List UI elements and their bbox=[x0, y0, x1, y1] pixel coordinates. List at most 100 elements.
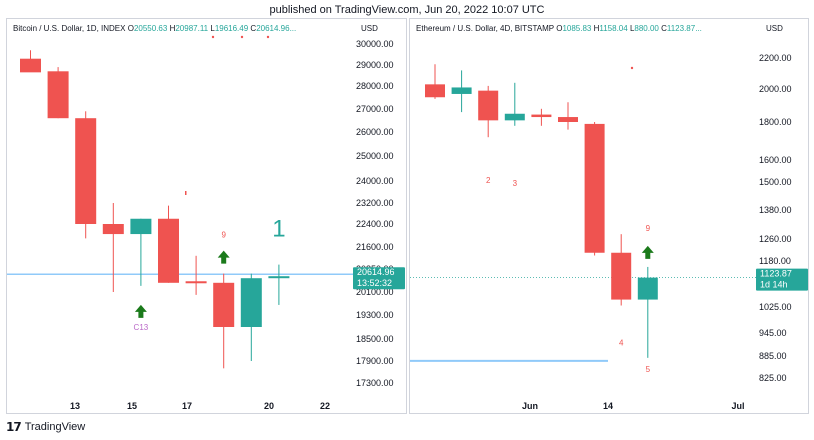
btc-chart-panel[interactable]: Bitcoin / U.S. Dollar, 1D, INDEX O20550.… bbox=[6, 18, 407, 414]
buy-arrow-icon bbox=[134, 304, 147, 318]
btc-candlestick-chart[interactable]: 30000.00 29000.00 28000.00 27000.00 26000.00… bbox=[7, 19, 408, 415]
signal-label: C13 bbox=[134, 323, 149, 332]
candle-body bbox=[611, 252, 632, 300]
candle-body bbox=[478, 90, 499, 121]
y-tick-label: 25000.00 bbox=[356, 151, 394, 161]
x-tick-label: Jul bbox=[731, 401, 744, 411]
price-tag-countdown: 13:52:32 bbox=[357, 278, 392, 288]
y-tick-label: 1260.00 bbox=[759, 234, 792, 244]
marker-dot bbox=[630, 66, 634, 70]
eth-close: 1123.87... bbox=[666, 24, 702, 33]
y-tick-label: 27000.00 bbox=[356, 104, 394, 114]
x-tick-label: 17 bbox=[182, 401, 192, 411]
y-tick-label: 825.00 bbox=[759, 373, 787, 383]
tradingview-logo-icon: 𝟭𝟳 bbox=[6, 420, 22, 434]
y-tick-label: 1500.00 bbox=[759, 177, 792, 187]
marker-dot bbox=[266, 35, 270, 39]
y-tick-label: 17900.00 bbox=[356, 356, 394, 366]
publish-info: published on TradingView.com, Jun 20, 20… bbox=[269, 4, 545, 16]
y-tick-label: 30000.00 bbox=[356, 39, 394, 49]
signal-label: 2 bbox=[486, 176, 491, 185]
marker-dot bbox=[185, 191, 187, 195]
candle-body bbox=[637, 277, 658, 300]
y-tick-label: 23200.00 bbox=[356, 198, 394, 208]
eth-high: 1158.04 bbox=[599, 24, 628, 33]
y-tick-label: 24000.00 bbox=[356, 176, 394, 186]
price-tag-countdown: 1d 14h bbox=[760, 280, 788, 290]
footer: 𝟭𝟳 TradingView bbox=[6, 420, 85, 434]
y-tick-label: 22400.00 bbox=[356, 219, 394, 229]
btc-close: 20614.96... bbox=[256, 24, 297, 33]
candle-body bbox=[584, 123, 605, 253]
y-tick-label: 1800.00 bbox=[759, 117, 792, 127]
eth-open: 1085.83 bbox=[562, 24, 592, 33]
y-tick-label: 2200.00 bbox=[759, 53, 792, 63]
candle-body bbox=[75, 118, 97, 224]
y-tick-label: 17300.00 bbox=[356, 378, 394, 388]
y-tick-label: 18500.00 bbox=[356, 334, 394, 344]
candle-body bbox=[130, 218, 152, 235]
signal-label: 1 bbox=[272, 216, 285, 243]
y-tick-label: 1025.00 bbox=[759, 302, 792, 312]
marker-dot bbox=[240, 35, 244, 39]
eth-symbol: Ethereum / U.S. Dollar, 4D, BITSTAMP bbox=[416, 24, 554, 33]
candle-body bbox=[213, 282, 235, 327]
candle-body bbox=[185, 281, 207, 284]
btc-symbol: Bitcoin / U.S. Dollar, 1D, INDEX bbox=[13, 24, 126, 33]
brand-name: TradingView bbox=[24, 421, 86, 433]
price-tag-value: 1123.87 bbox=[760, 269, 792, 279]
candle-body bbox=[531, 114, 552, 118]
candle-body bbox=[504, 113, 525, 121]
y-tick-label: 885.00 bbox=[759, 351, 787, 361]
signal-label: 9 bbox=[646, 224, 651, 233]
y-tick-label: 19300.00 bbox=[356, 310, 394, 320]
candle-body bbox=[102, 224, 124, 235]
y-tick-label: 1180.00 bbox=[759, 256, 791, 266]
signal-label: 5 bbox=[646, 365, 651, 374]
btc-legend: Bitcoin / U.S. Dollar, 1D, INDEX O20550.… bbox=[13, 24, 297, 33]
y-tick-label: 29000.00 bbox=[356, 60, 394, 70]
candle-body bbox=[268, 276, 290, 279]
x-tick-label: 13 bbox=[70, 401, 80, 411]
signal-label: 9 bbox=[221, 231, 226, 240]
signal-label: 4 bbox=[619, 339, 624, 348]
candle-body bbox=[158, 218, 179, 283]
x-tick-label: Jun bbox=[522, 401, 538, 411]
y-tick-label: 1600.00 bbox=[759, 155, 792, 165]
x-tick-label: 22 bbox=[320, 401, 330, 411]
candle-body bbox=[425, 84, 445, 98]
price-tag-bg bbox=[756, 268, 808, 291]
y-tick-label: 21600.00 bbox=[356, 242, 394, 252]
eth-low: 880.00 bbox=[634, 24, 659, 33]
y-tick-label: 28000.00 bbox=[356, 81, 394, 91]
x-tick-label: 14 bbox=[603, 401, 613, 411]
price-tag-value: 20614.96 bbox=[357, 267, 395, 277]
signal-label: 3 bbox=[513, 179, 518, 188]
y-tick-label: 20100.00 bbox=[356, 287, 394, 297]
btc-low: 19616.49 bbox=[214, 24, 249, 33]
btc-currency: USD bbox=[361, 24, 378, 33]
btc-open: 20550.63 bbox=[133, 24, 168, 33]
x-tick-label: 15 bbox=[127, 401, 137, 411]
price-tag-bg bbox=[353, 267, 405, 290]
candle-body bbox=[47, 71, 69, 119]
eth-currency: USD bbox=[766, 24, 783, 33]
y-tick-label: 945.00 bbox=[759, 328, 787, 338]
y-tick-label: 2000.00 bbox=[759, 84, 792, 94]
candle-body bbox=[20, 58, 41, 73]
x-tick-label: 20 bbox=[264, 401, 274, 411]
y-tick-label: 1380.00 bbox=[759, 205, 792, 215]
buy-arrow-icon bbox=[641, 245, 654, 259]
candle-body bbox=[451, 87, 472, 94]
candle-body bbox=[558, 117, 578, 122]
marker-dot bbox=[211, 35, 215, 39]
candle-body bbox=[240, 278, 262, 327]
y-tick-label: 26000.00 bbox=[356, 127, 394, 137]
eth-candlestick-chart[interactable]: 2200.00 2000.00 1800.00 1600.00 1500.00 1380.… bbox=[410, 19, 810, 415]
eth-legend: Ethereum / U.S. Dollar, 4D, BITSTAMP O10… bbox=[416, 24, 702, 33]
btc-high: 20987.11 bbox=[175, 24, 209, 33]
eth-chart-panel[interactable]: Ethereum / U.S. Dollar, 4D, BITSTAMP O10… bbox=[409, 18, 809, 414]
buy-arrow-icon bbox=[217, 250, 230, 264]
